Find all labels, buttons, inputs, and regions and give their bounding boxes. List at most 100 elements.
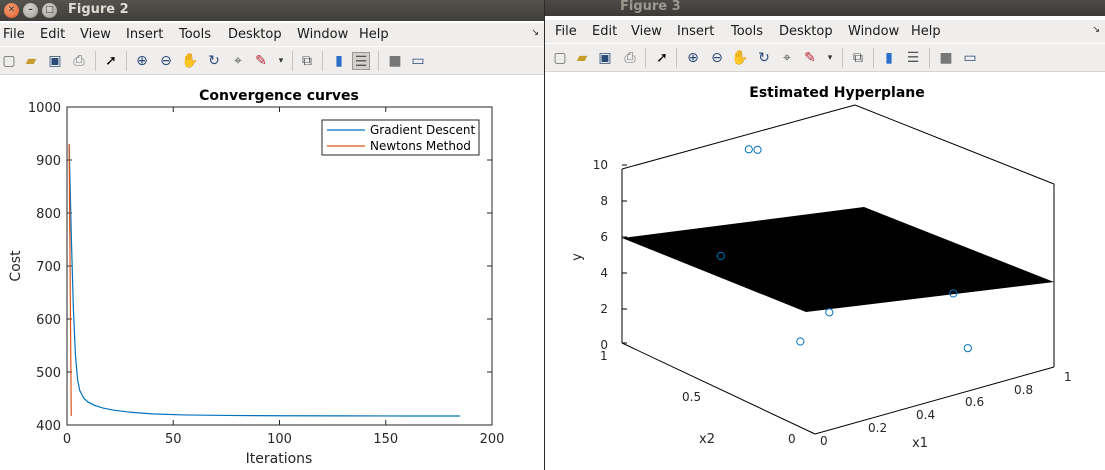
menu-view[interactable]: View bbox=[631, 24, 662, 39]
y-tick-label: 800 bbox=[36, 207, 61, 222]
brush-icon[interactable]: ✎ bbox=[804, 50, 816, 66]
figure-toolbar: ▢ ▰ ▣ ⎙ ➚ ⊕ ⊖ ✋ ↻ ⌖ ✎ ▾ ⧉ ▮ ☰ ■ ▭ bbox=[0, 47, 544, 75]
x-tick-label: 100 bbox=[267, 432, 292, 447]
menu-file[interactable]: File bbox=[555, 24, 577, 39]
hide-tools-icon[interactable]: ■ bbox=[388, 53, 402, 69]
menu-window[interactable]: Window bbox=[848, 24, 900, 39]
x1-tick-label: 0 bbox=[820, 434, 828, 448]
x1-tick-label: 0.8 bbox=[1014, 383, 1033, 397]
zoom-in-icon[interactable]: ⊕ bbox=[136, 53, 148, 69]
new-icon[interactable]: ▢ bbox=[2, 53, 16, 69]
save-icon[interactable]: ▣ bbox=[48, 53, 62, 69]
close-icon[interactable]: ✕ bbox=[4, 3, 19, 18]
scatter-point bbox=[716, 251, 725, 261]
show-tools-icon[interactable]: ▭ bbox=[963, 50, 977, 66]
zoom-in-icon[interactable]: ⊕ bbox=[687, 50, 699, 66]
y-axis-label: Cost bbox=[8, 250, 24, 282]
title-bar[interactable]: Figure 3 bbox=[545, 0, 1105, 16]
menu-dock-arrow-icon[interactable]: ↘ bbox=[531, 28, 539, 38]
y-tick-label: 500 bbox=[36, 366, 61, 381]
y-axis-label: y bbox=[570, 253, 585, 261]
pointer-icon[interactable]: ➚ bbox=[105, 53, 117, 69]
y-tick-label: 8 bbox=[600, 194, 608, 208]
pan-icon[interactable]: ✋ bbox=[731, 50, 749, 66]
y-tick-label: 900 bbox=[36, 154, 61, 169]
figure-2-canvas: Convergence curves 0 50 100 150 200 400 500 600… bbox=[0, 76, 544, 470]
y-axis: 10 8 6 4 2 0 bbox=[593, 158, 608, 352]
rotate-icon[interactable]: ↻ bbox=[758, 50, 770, 66]
x-axis-label: Iterations bbox=[246, 451, 313, 467]
link-plot-icon[interactable]: ⧉ bbox=[302, 53, 312, 69]
pan-icon[interactable]: ✋ bbox=[181, 53, 199, 69]
x1-axis-label: x1 bbox=[912, 436, 928, 451]
menu-edit[interactable]: Edit bbox=[40, 27, 66, 42]
menu-window[interactable]: Window bbox=[297, 27, 349, 42]
menu-help[interactable]: Help bbox=[359, 27, 389, 42]
minimize-icon[interactable]: – bbox=[23, 3, 38, 18]
menu-edit[interactable]: Edit bbox=[592, 24, 618, 39]
title-bar[interactable]: ✕ – □ Figure 2 bbox=[0, 0, 544, 21]
hyperplane-plot[interactable]: Estimated Hyperplane 10 8 6 4 2 0 bbox=[545, 73, 1105, 470]
maximize-icon[interactable]: □ bbox=[42, 3, 57, 18]
hide-tools-icon[interactable]: ■ bbox=[939, 50, 953, 66]
menu-tools[interactable]: Tools bbox=[731, 24, 764, 39]
print-icon[interactable]: ⎙ bbox=[624, 50, 636, 66]
x2-tick-label: 1 bbox=[600, 349, 608, 363]
scatter-point bbox=[753, 145, 762, 154]
data-series bbox=[68, 144, 461, 417]
y-tick-label: 1000 bbox=[28, 101, 61, 116]
legend-icon[interactable]: ☰ bbox=[352, 52, 370, 70]
menu-desktop[interactable]: Desktop bbox=[779, 24, 833, 39]
menu-help[interactable]: Help bbox=[911, 24, 941, 39]
plot-title: Estimated Hyperplane bbox=[749, 85, 925, 101]
new-icon[interactable]: ▢ bbox=[553, 50, 567, 66]
zoom-out-icon[interactable]: ⊖ bbox=[711, 50, 723, 66]
open-icon[interactable]: ▰ bbox=[25, 53, 37, 69]
hyperplane-surface bbox=[622, 207, 1054, 312]
menu-insert[interactable]: Insert bbox=[126, 27, 164, 42]
pointer-icon[interactable]: ➚ bbox=[656, 50, 668, 66]
menu-insert[interactable]: Insert bbox=[677, 24, 715, 39]
show-tools-icon[interactable]: ▭ bbox=[411, 53, 425, 69]
x1-tick-label: 0.2 bbox=[868, 421, 887, 435]
link-plot-icon[interactable]: ⧉ bbox=[853, 50, 863, 66]
zoom-out-icon[interactable]: ⊖ bbox=[160, 53, 172, 69]
figure-2-window: ✕ – □ Figure 2 File Edit View Insert Too… bbox=[0, 0, 545, 470]
menu-dock-arrow-icon[interactable]: ↘ bbox=[1092, 25, 1100, 35]
menu-tools[interactable]: Tools bbox=[179, 27, 212, 42]
convergence-plot[interactable]: Convergence curves 0 50 100 150 200 400 500 600… bbox=[0, 76, 544, 470]
legend[interactable]: Gradient Descent Newtons Method bbox=[321, 119, 480, 156]
colorbar-icon[interactable]: ▮ bbox=[335, 53, 343, 69]
data-cursor-icon[interactable]: ⌖ bbox=[234, 53, 242, 69]
legend-label-newtons-method: Newtons Method bbox=[370, 139, 471, 153]
x1-tick-label: 1 bbox=[1064, 370, 1072, 384]
scatter-point bbox=[949, 289, 958, 298]
window-title: Figure 3 bbox=[620, 0, 681, 14]
menu-bar: File Edit View Insert Tools Desktop Wind… bbox=[0, 23, 544, 46]
x2-axis: 1 0.5 0 x2 bbox=[600, 349, 796, 447]
menu-view[interactable]: View bbox=[80, 27, 111, 42]
colorbar-icon[interactable]: ▮ bbox=[885, 50, 893, 66]
y-tick-label: 6 bbox=[600, 230, 608, 244]
menu-file[interactable]: File bbox=[3, 27, 25, 42]
x-tick-label: 200 bbox=[480, 432, 505, 447]
brush-icon[interactable]: ✎ bbox=[255, 53, 267, 69]
print-icon[interactable]: ⎙ bbox=[73, 53, 85, 69]
x2-axis-label: x2 bbox=[699, 432, 715, 447]
open-icon[interactable]: ▰ bbox=[576, 50, 588, 66]
y-ticks bbox=[622, 164, 627, 344]
scatter-point bbox=[744, 145, 753, 154]
scatter-point bbox=[825, 308, 834, 317]
menu-bar: File Edit View Insert Tools Desktop Wind… bbox=[545, 20, 1105, 43]
data-cursor-icon[interactable]: ⌖ bbox=[783, 50, 791, 66]
save-icon[interactable]: ▣ bbox=[598, 50, 612, 66]
brush-dropdown-icon[interactable]: ▾ bbox=[278, 56, 284, 66]
legend-icon[interactable]: ☰ bbox=[906, 50, 920, 66]
rotate-icon[interactable]: ↻ bbox=[208, 53, 220, 69]
x2-tick-label: 0 bbox=[788, 432, 796, 446]
y-tick-label: 0 bbox=[600, 338, 608, 352]
scatter-points bbox=[716, 145, 972, 353]
menu-desktop[interactable]: Desktop bbox=[228, 27, 282, 42]
x1-axis: 0 0.2 0.4 0.6 0.8 1 x1 bbox=[820, 370, 1072, 451]
brush-dropdown-icon[interactable]: ▾ bbox=[827, 53, 833, 63]
